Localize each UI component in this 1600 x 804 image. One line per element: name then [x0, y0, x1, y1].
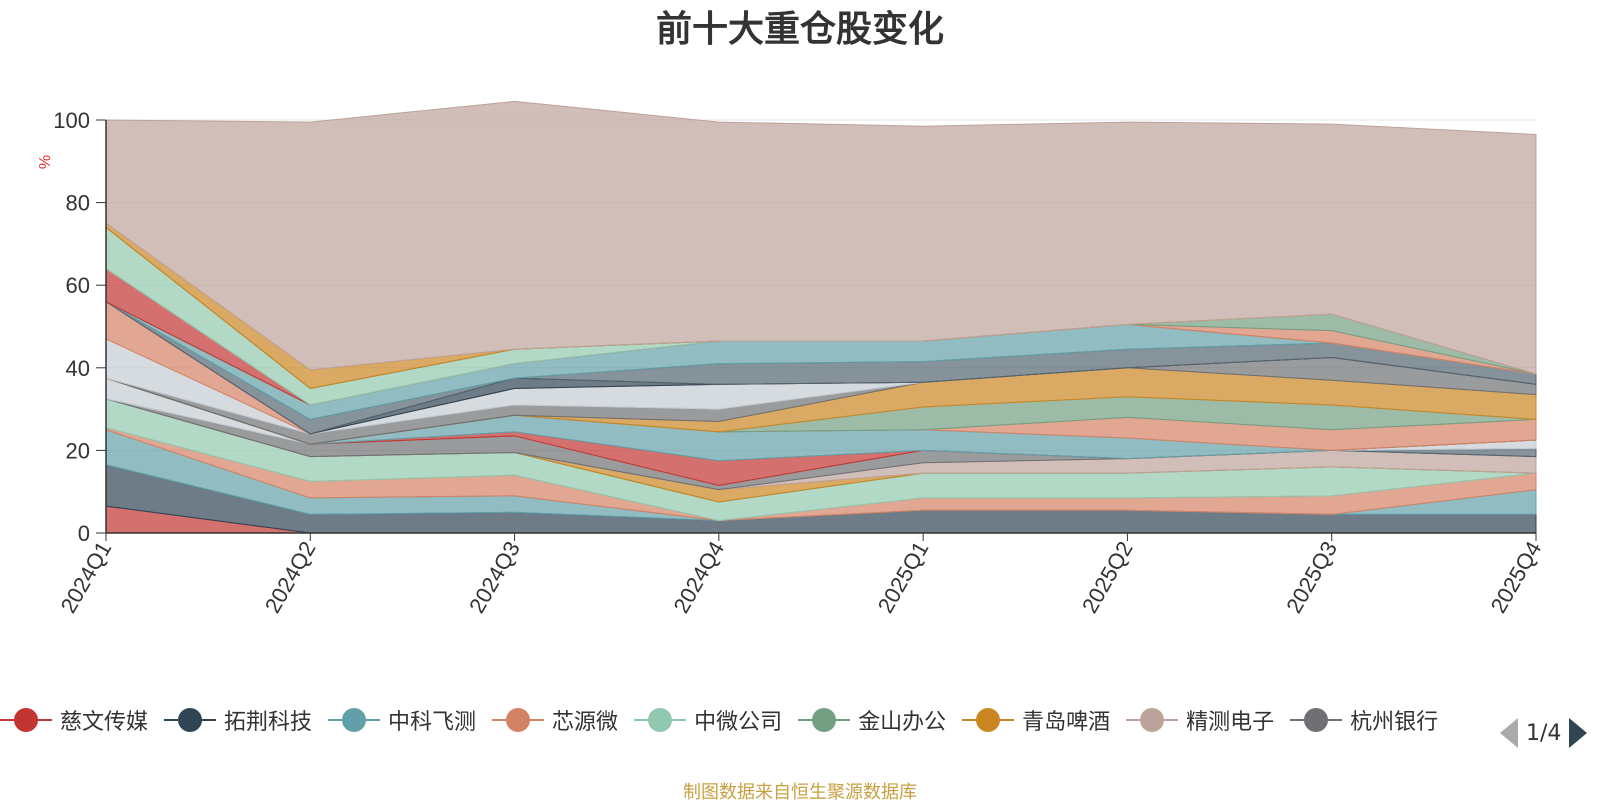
legend-dot-icon	[342, 708, 367, 732]
legend-label: 慈文传媒	[60, 710, 149, 735]
legend-marker-icon	[164, 708, 217, 732]
y-tick-label: 100	[53, 108, 90, 133]
x-tick-label: 2024Q3	[464, 537, 525, 617]
legend-dot-icon	[178, 708, 203, 732]
chart-title: 前十大重仓股变化	[655, 9, 944, 50]
legend-item[interactable]: 金山办公	[798, 700, 946, 740]
legend-label: 精测电子	[1186, 710, 1275, 735]
y-tick-label: 40	[66, 356, 90, 381]
y-tick-label: 20	[66, 438, 90, 463]
legend-marker-icon	[962, 708, 1015, 732]
legend-marker-icon	[328, 708, 381, 732]
legend-label: 青岛啤酒	[1022, 710, 1111, 735]
legend-next-icon[interactable]	[1569, 718, 1588, 748]
legend-label: 中科飞测	[388, 710, 477, 735]
legend-item[interactable]: 中微公司	[634, 700, 782, 740]
x-tick-label: 2024Q1	[56, 537, 117, 617]
legend-dot-icon	[506, 708, 531, 732]
x-tick-label: 2024Q4	[668, 537, 729, 617]
legend-marker-icon	[492, 708, 545, 732]
legend-item[interactable]: 精测电子	[1126, 700, 1274, 740]
y-tick-label: 60	[66, 273, 90, 298]
source-note: 制图数据来自恒生聚源数据库	[683, 782, 917, 803]
legend-label: 杭州银行	[1350, 710, 1439, 735]
legend-marker-icon	[798, 708, 851, 732]
legend-dot-icon	[14, 708, 38, 732]
stacked-area-chart: 0 20 40 60 80 100% 2024Q1 2024Q2 2024Q3 2024Q4 202…	[37, 100, 1547, 617]
legend-item[interactable]: 慈文传媒	[0, 700, 148, 740]
legend-marker-icon	[1290, 708, 1343, 732]
x-tick-label: 2025Q4	[1486, 537, 1547, 617]
x-tick-label: 2025Q1	[873, 537, 934, 617]
legend-dot-icon	[812, 708, 837, 732]
legend-marker-icon	[0, 708, 52, 732]
legend-item[interactable]: 中科飞测	[328, 700, 476, 740]
chart-legend[interactable]: 慈文传媒 拓荆科技 中科飞测 芯源微 中微公司 金山办公 青岛啤酒 精测电子 杭州银行	[0, 700, 1480, 760]
legend-item[interactable]: 青岛啤酒	[962, 700, 1110, 740]
legend-page-indicator: 1/4	[1526, 720, 1562, 746]
x-tick-label: 2024Q2	[260, 537, 321, 617]
y-tick-label: 80	[66, 191, 90, 216]
legend-dot-icon	[1140, 708, 1165, 732]
legend-item[interactable]: 芯源微	[492, 700, 618, 740]
area-series	[105, 100, 1537, 375]
legend-label: 拓荆科技	[224, 710, 313, 735]
legend-marker-icon	[1126, 708, 1179, 732]
legend-item[interactable]: 拓荆科技	[164, 700, 312, 740]
x-tick-label: 2025Q3	[1281, 537, 1342, 617]
y-tick-label: 0	[78, 521, 90, 546]
legend-item[interactable]: 杭州银行	[1290, 700, 1438, 740]
legend-label: 中微公司	[694, 710, 783, 735]
legend-label: 芯源微	[552, 710, 619, 735]
legend-marker-icon	[634, 708, 687, 732]
y-axis-label: %	[37, 155, 54, 169]
legend-prev-icon[interactable]	[1500, 718, 1518, 748]
x-tick-label: 2025Q2	[1077, 537, 1138, 617]
legend-pager[interactable]: 1/4	[1500, 718, 1588, 748]
legend-label: 金山办公	[858, 710, 947, 735]
legend-dot-icon	[976, 708, 1001, 732]
legend-dot-icon	[648, 708, 673, 732]
legend-dot-icon	[1304, 708, 1329, 732]
